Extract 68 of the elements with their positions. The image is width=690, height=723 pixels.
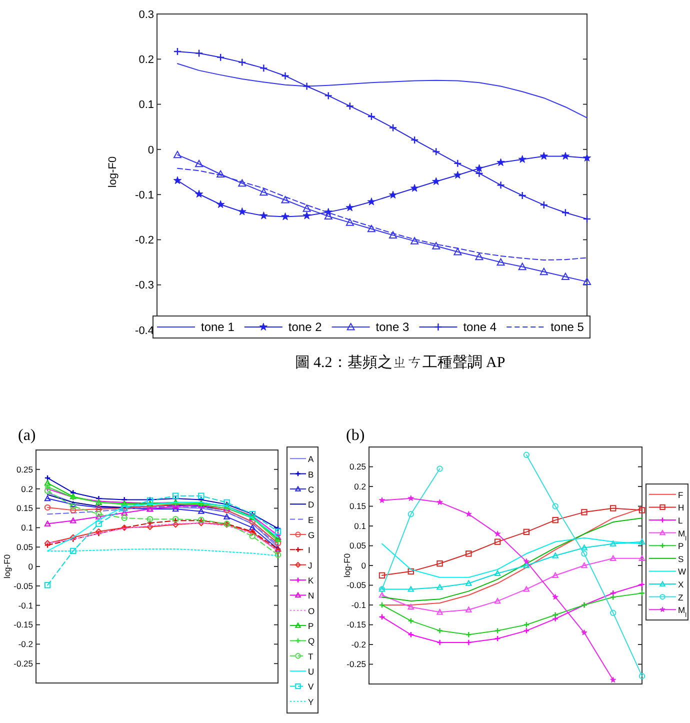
legend-label: H	[678, 502, 684, 513]
y-tick-label: -0.3	[135, 280, 154, 292]
legend-label: Y	[308, 696, 314, 707]
legend-label: C	[308, 484, 314, 494]
legend-label: M$_{l}$	[678, 605, 687, 619]
legend-label: P	[678, 541, 684, 552]
y-tick-label: 0.25	[16, 464, 34, 474]
chart-title: (b)	[346, 427, 365, 444]
y-tick-label: -0.25	[346, 659, 366, 670]
legend-label: Z	[678, 592, 684, 602]
y-tick-label: -0.05	[14, 580, 34, 591]
y-tick-label: -0.1	[351, 600, 366, 610]
y-tick-label: 0	[361, 560, 366, 570]
y-tick-label: 0.15	[16, 503, 34, 514]
y-tick-label: 0.1	[138, 99, 154, 112]
y-tick-label: -0.2	[351, 639, 366, 650]
caption: 圖 4.2：基頻之ㄓㄘ工種聲調 AP	[294, 354, 506, 371]
legend-label: P	[308, 621, 314, 632]
legend-label: tone 1	[201, 320, 235, 334]
legend-label: O	[308, 606, 315, 616]
y-tick-label: 0.1	[354, 520, 366, 531]
y-tick-label: 0.1	[21, 522, 34, 533]
legend-label: J	[308, 560, 312, 570]
legend-label: V	[308, 682, 314, 692]
y-tick-label: 0.3	[138, 8, 154, 21]
y-tick-label: 0.15	[349, 501, 366, 512]
legend-label: E	[308, 514, 314, 525]
legend-label: D	[308, 500, 314, 510]
y-tick-label: 0.25	[349, 462, 366, 472]
y-tick-label: 0.05	[349, 540, 366, 551]
legend-label: U	[308, 666, 314, 677]
legend-label: tone 5	[550, 320, 584, 334]
chart-title: (a)	[18, 427, 36, 444]
legend-label: L	[678, 516, 683, 526]
legend-label: T	[308, 651, 314, 662]
legend-label: S	[678, 554, 684, 564]
legend-label: Q	[308, 636, 315, 646]
legend-label: F	[678, 490, 684, 500]
legend-label: I	[308, 545, 310, 556]
legend-label: N	[308, 590, 314, 601]
y-tick-label: -0.05	[346, 580, 366, 590]
y-tick-label: 0.2	[354, 481, 366, 492]
y-tick-label: -0.4	[135, 324, 154, 337]
legend-label: A	[308, 454, 314, 464]
y-tick-label: -0.25	[14, 658, 34, 669]
y-tick-label: 0	[28, 561, 34, 572]
y-axis-title: log-F0	[2, 554, 12, 579]
y-tick-label: 0.2	[138, 54, 154, 66]
legend-label: X	[678, 580, 684, 590]
legend-label: tone 2	[288, 320, 322, 334]
y-tick-label: -0.15	[346, 620, 366, 630]
y-tick-label: -0.2	[18, 639, 34, 650]
legend-label: G	[308, 530, 315, 540]
y-tick-label: 0	[148, 144, 154, 156]
legend-label: B	[308, 469, 314, 480]
y-tick-label: 0.05	[16, 542, 34, 552]
y-tick-label: -0.1	[135, 189, 154, 202]
y-tick-label: -0.1	[18, 600, 34, 610]
legend-label: K	[308, 576, 314, 586]
y-axis-title: log-F0	[342, 553, 352, 578]
y-tick-label: -0.15	[14, 620, 34, 630]
legend-label: M$_{l}$	[678, 528, 687, 542]
legend-label: tone 4	[463, 320, 497, 334]
y-tick-label: 0.2	[21, 484, 34, 494]
legend-label: W	[678, 566, 686, 577]
y-axis-title: log-F0	[107, 156, 119, 188]
legend-label: tone 3	[376, 320, 410, 334]
y-tick-label: -0.2	[135, 234, 154, 247]
